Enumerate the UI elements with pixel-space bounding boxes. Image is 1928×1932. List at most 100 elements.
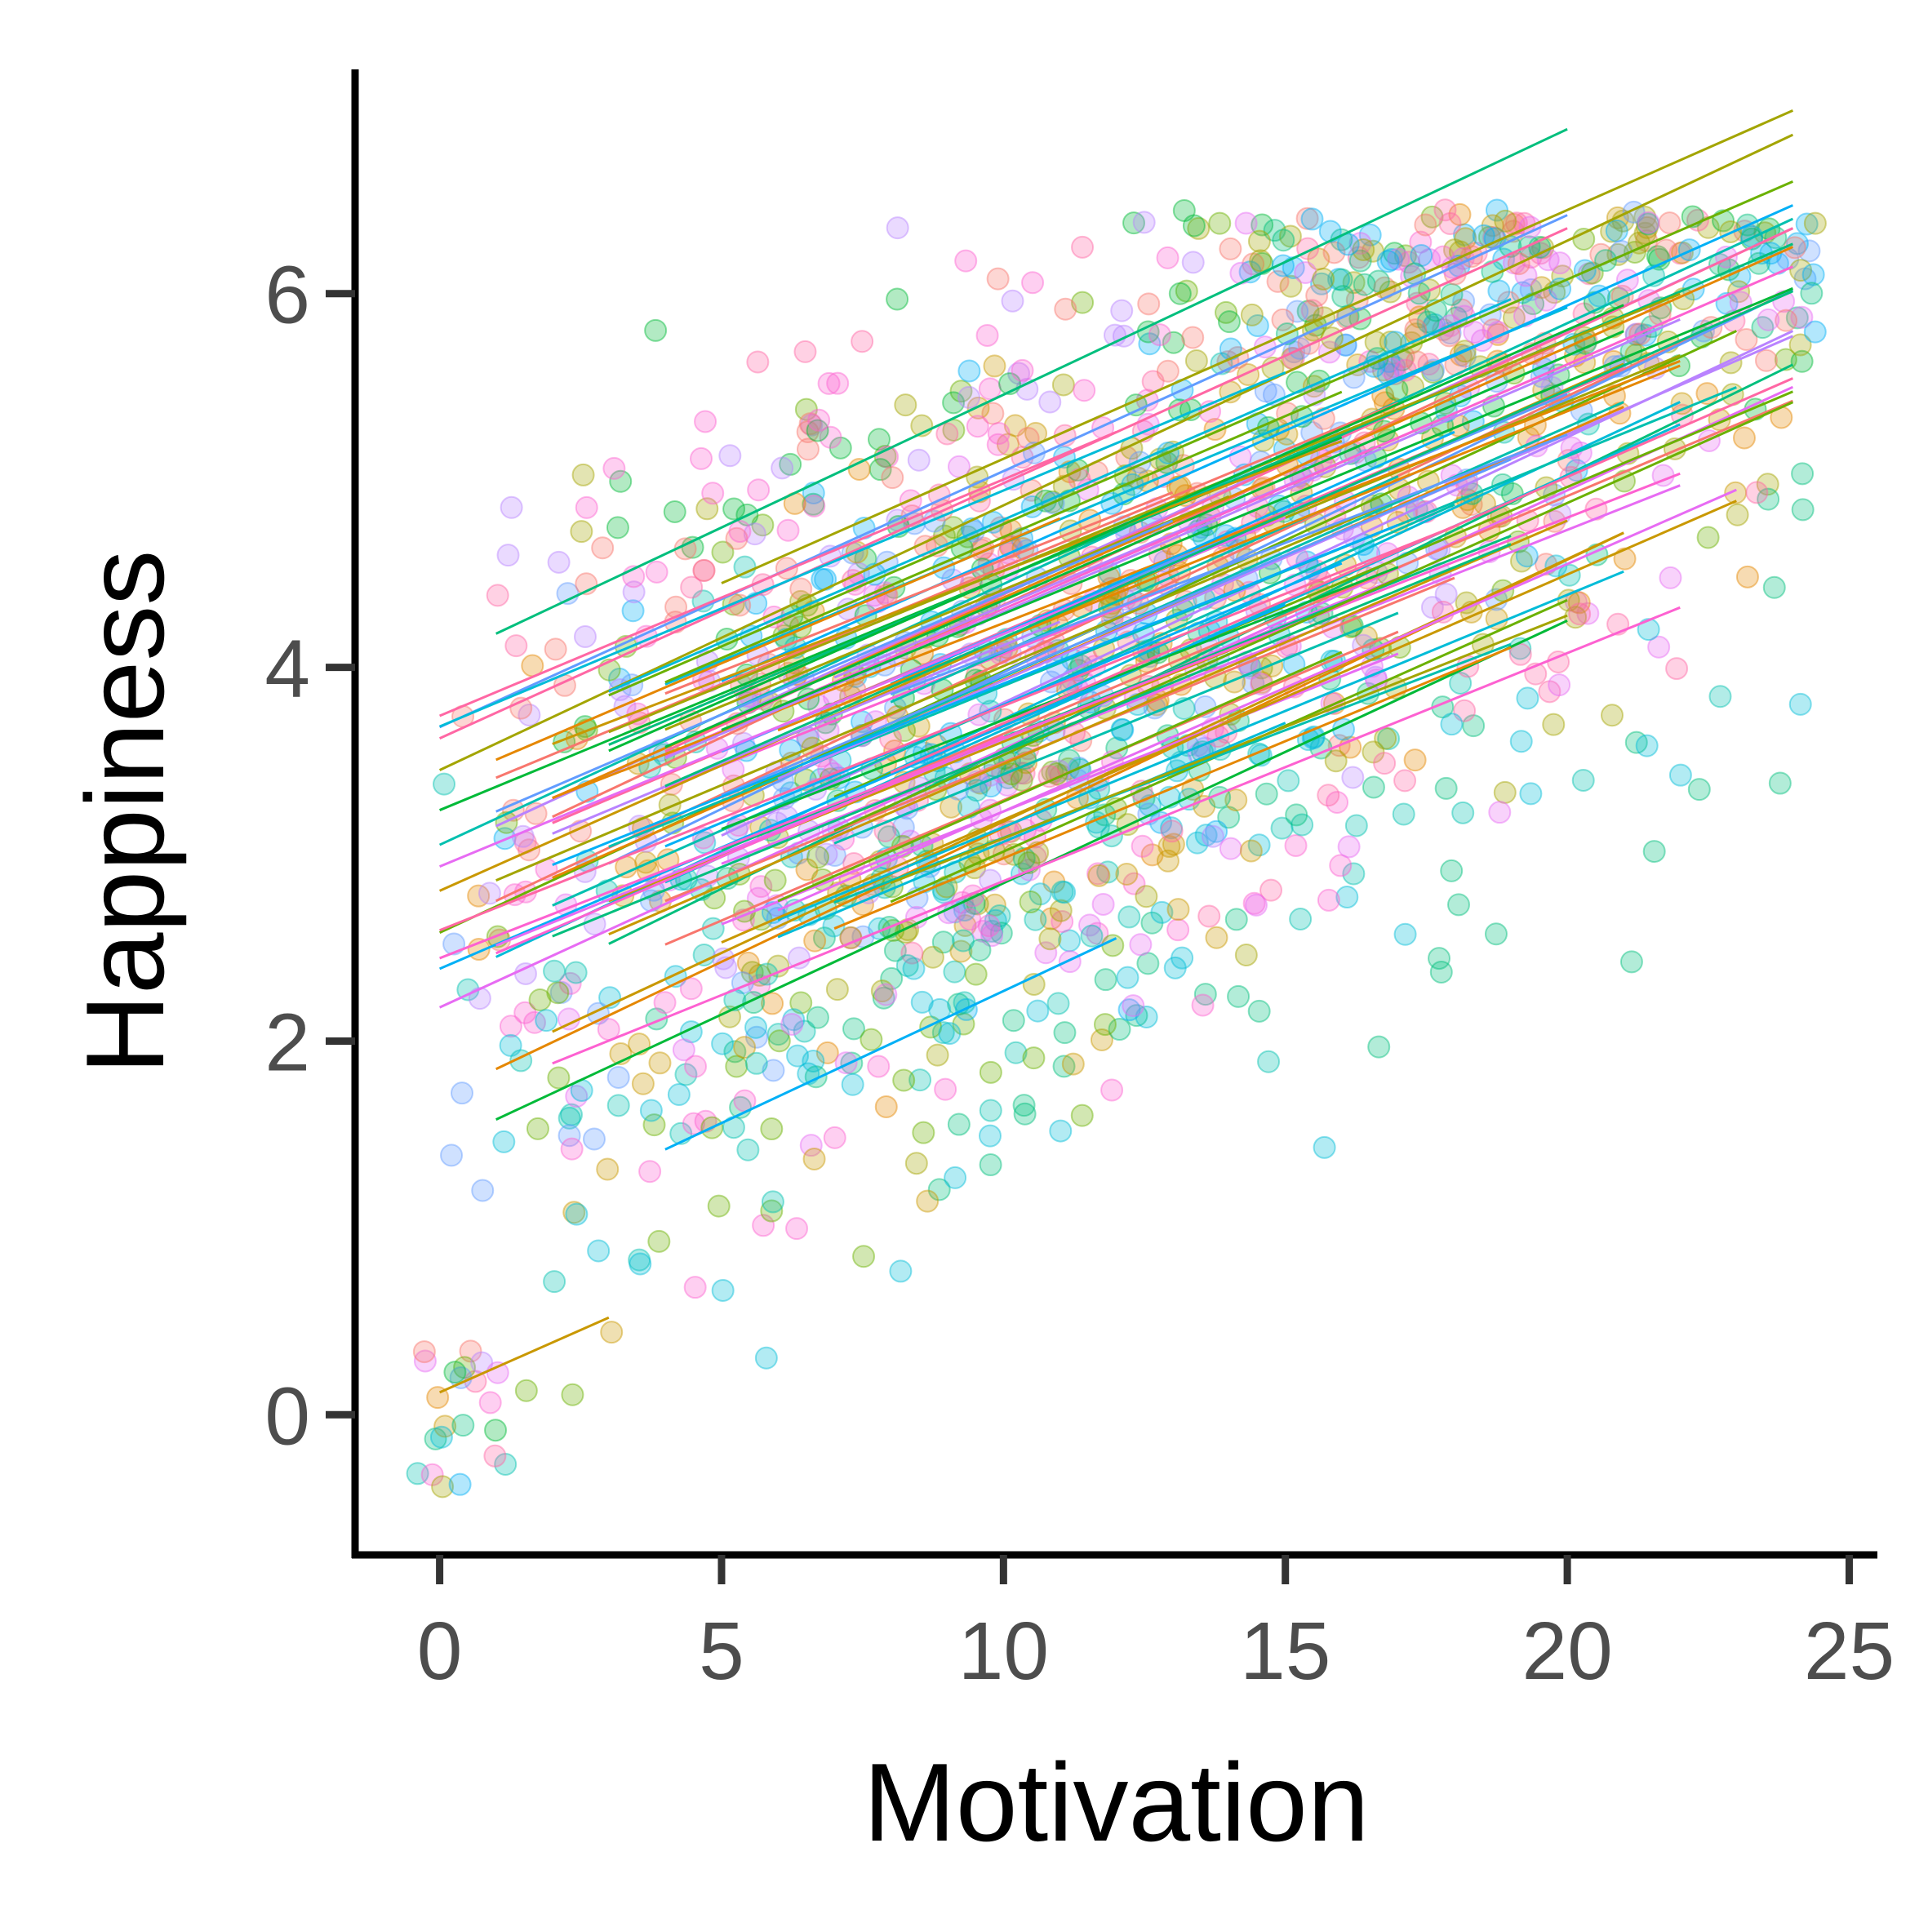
- data-point: [690, 446, 713, 470]
- data-point: [629, 1252, 652, 1276]
- data-point: [983, 354, 1006, 378]
- data-point: [543, 1270, 566, 1294]
- data-point: [926, 1043, 949, 1067]
- data-point: [1181, 251, 1205, 274]
- data-point: [406, 1462, 429, 1486]
- data-point: [692, 558, 716, 582]
- data-point: [1061, 1052, 1085, 1076]
- data-point: [1463, 321, 1486, 344]
- regression-lines: [438, 109, 1794, 1394]
- data-point: [1619, 950, 1643, 974]
- regression-line: [664, 495, 1230, 731]
- data-point: [826, 371, 850, 395]
- data-point: [952, 929, 975, 953]
- data-point: [1058, 748, 1082, 772]
- data-point: [819, 425, 842, 449]
- data-point: [1348, 232, 1372, 255]
- data-point: [1735, 565, 1759, 588]
- regression-line: [608, 304, 1624, 753]
- data-point: [1791, 462, 1815, 486]
- data-point: [952, 1012, 975, 1036]
- data-point: [881, 466, 904, 490]
- data-point: [802, 1049, 825, 1073]
- data-point: [989, 922, 1013, 945]
- data-point: [1162, 331, 1185, 354]
- data-point: [1259, 878, 1283, 902]
- data-point: [823, 843, 846, 867]
- data-point: [514, 1379, 538, 1402]
- data-point: [767, 1029, 791, 1053]
- data-point: [1307, 247, 1330, 271]
- data-point: [1052, 1055, 1076, 1078]
- data-point: [1054, 297, 1077, 321]
- data-point: [1326, 790, 1349, 814]
- data-point: [606, 1065, 630, 1089]
- data-point: [1797, 239, 1821, 263]
- data-point: [1605, 219, 1628, 242]
- data-point: [558, 1106, 581, 1130]
- data-point: [1300, 207, 1324, 231]
- data-point: [872, 986, 895, 1010]
- data-point: [892, 1068, 916, 1092]
- x-tick-label: 25: [1804, 1606, 1895, 1697]
- data-point: [927, 1178, 951, 1201]
- data-point: [806, 846, 829, 869]
- regression-line: [438, 214, 1568, 729]
- data-point: [1002, 1009, 1025, 1033]
- data-point: [1508, 642, 1532, 666]
- data-point: [1171, 946, 1194, 970]
- regression-line: [833, 401, 1624, 753]
- data-point: [1348, 249, 1372, 273]
- data-point: [894, 393, 917, 417]
- data-point: [1542, 713, 1566, 736]
- data-point: [1071, 235, 1095, 259]
- data-point: [518, 703, 541, 726]
- data-point: [1117, 998, 1141, 1022]
- regression-line: [439, 525, 1455, 932]
- data-point: [787, 946, 811, 970]
- data-point: [628, 1248, 651, 1272]
- data-point: [1224, 908, 1248, 931]
- data-point: [443, 1361, 467, 1384]
- regression-line: [608, 288, 1794, 865]
- data-point: [433, 772, 456, 796]
- data-point: [1557, 588, 1580, 612]
- data-point: [733, 1036, 757, 1059]
- y-axis-title: Happiness: [63, 550, 187, 1075]
- regression-line: [721, 500, 1737, 944]
- data-point: [1234, 944, 1258, 967]
- data-point: [1010, 768, 1033, 792]
- data-point: [606, 1094, 630, 1117]
- data-point: [486, 1361, 509, 1384]
- data-point: [1502, 212, 1526, 236]
- data-point: [1184, 349, 1208, 373]
- data-point: [471, 1179, 495, 1202]
- regression-line: [833, 401, 1794, 832]
- regression-line: [608, 519, 1568, 936]
- data-point: [1309, 272, 1333, 295]
- data-point: [803, 929, 827, 953]
- data-point: [935, 422, 959, 446]
- data-point: [442, 932, 466, 956]
- data-point: [912, 1121, 935, 1144]
- y-axis-ticks: 0 2 4 6: [264, 250, 355, 1462]
- data-point: [682, 1112, 705, 1135]
- data-point: [1039, 907, 1063, 930]
- data-point: [947, 1113, 971, 1136]
- data-point: [639, 1099, 663, 1122]
- x-tick-label: 10: [958, 1606, 1049, 1697]
- data-point: [1160, 819, 1184, 843]
- data-point: [500, 495, 523, 519]
- data-point: [1305, 284, 1329, 308]
- data-point: [1440, 713, 1464, 736]
- data-point: [984, 908, 1007, 932]
- data-point: [701, 482, 725, 505]
- x-tick-label: 15: [1240, 1606, 1330, 1697]
- data-point: [1219, 837, 1242, 860]
- data-point: [1187, 216, 1211, 240]
- data-point: [1026, 999, 1050, 1023]
- data-point: [1668, 763, 1692, 787]
- data-point: [1219, 237, 1242, 260]
- data-point: [459, 1339, 482, 1363]
- data-point: [549, 980, 573, 1004]
